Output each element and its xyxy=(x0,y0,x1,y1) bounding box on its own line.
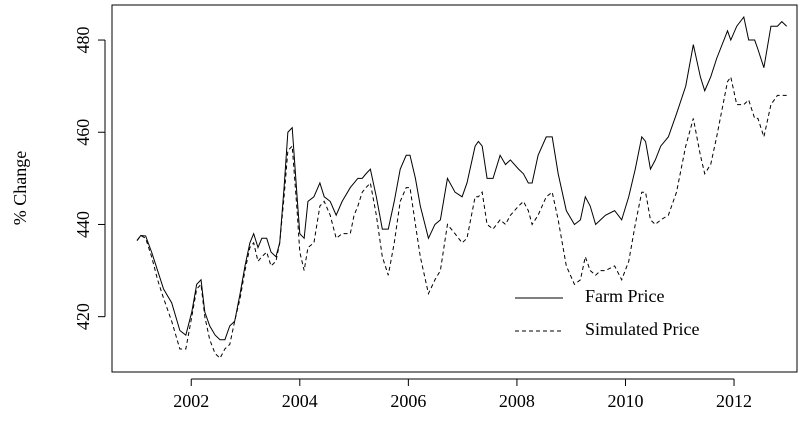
y-tick-label: 480 xyxy=(73,27,93,54)
y-axis-label: % Change xyxy=(10,151,30,225)
x-tick-label: 2012 xyxy=(716,391,752,411)
y-tick-label: 420 xyxy=(73,303,93,330)
x-tick-label: 2002 xyxy=(173,391,209,411)
y-tick-label: 460 xyxy=(73,119,93,146)
plot-frame xyxy=(111,4,798,373)
x-tick-label: 2010 xyxy=(607,391,643,411)
x-tick-label: 2006 xyxy=(390,391,426,411)
series-line xyxy=(136,15,788,341)
x-tick-label: 2004 xyxy=(282,391,318,411)
series-line xyxy=(136,75,787,359)
legend-label: Simulated Price xyxy=(585,319,699,339)
x-tick-label: 2008 xyxy=(499,391,535,411)
legend-label: Farm Price xyxy=(585,286,664,306)
y-tick-label: 440 xyxy=(73,211,93,238)
